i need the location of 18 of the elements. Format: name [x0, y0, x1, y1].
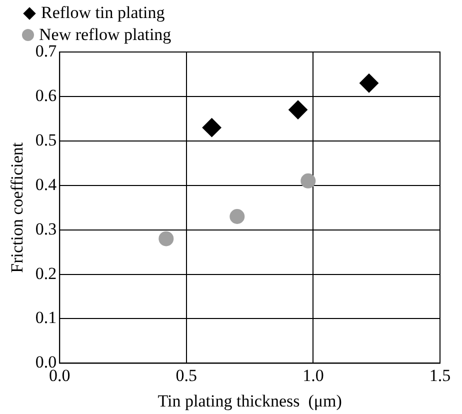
y-axis-title: Friction coefficient — [8, 142, 27, 273]
y-tick-label: 0.6 — [35, 86, 57, 105]
x-tick-label: 1.0 — [302, 366, 324, 385]
point — [202, 118, 222, 138]
x-tick-label: 1.5 — [429, 366, 451, 385]
point — [300, 173, 316, 188]
x-axis-title: Tin plating thickness (μm) — [158, 391, 342, 410]
point — [360, 74, 378, 93]
legend-label: Reflow tin plating — [41, 2, 165, 24]
y-tick-label: 0.3 — [35, 219, 57, 238]
point — [158, 231, 174, 246]
point — [230, 208, 245, 224]
point — [288, 100, 308, 120]
y-tick-label: 0.5 — [35, 130, 57, 150]
y-tick-label: 0.1 — [35, 308, 57, 328]
y-tick-label: 0.2 — [35, 264, 57, 283]
y-tick-label: 0.4 — [35, 174, 58, 194]
x-tick-label: 0.5 — [176, 366, 198, 385]
